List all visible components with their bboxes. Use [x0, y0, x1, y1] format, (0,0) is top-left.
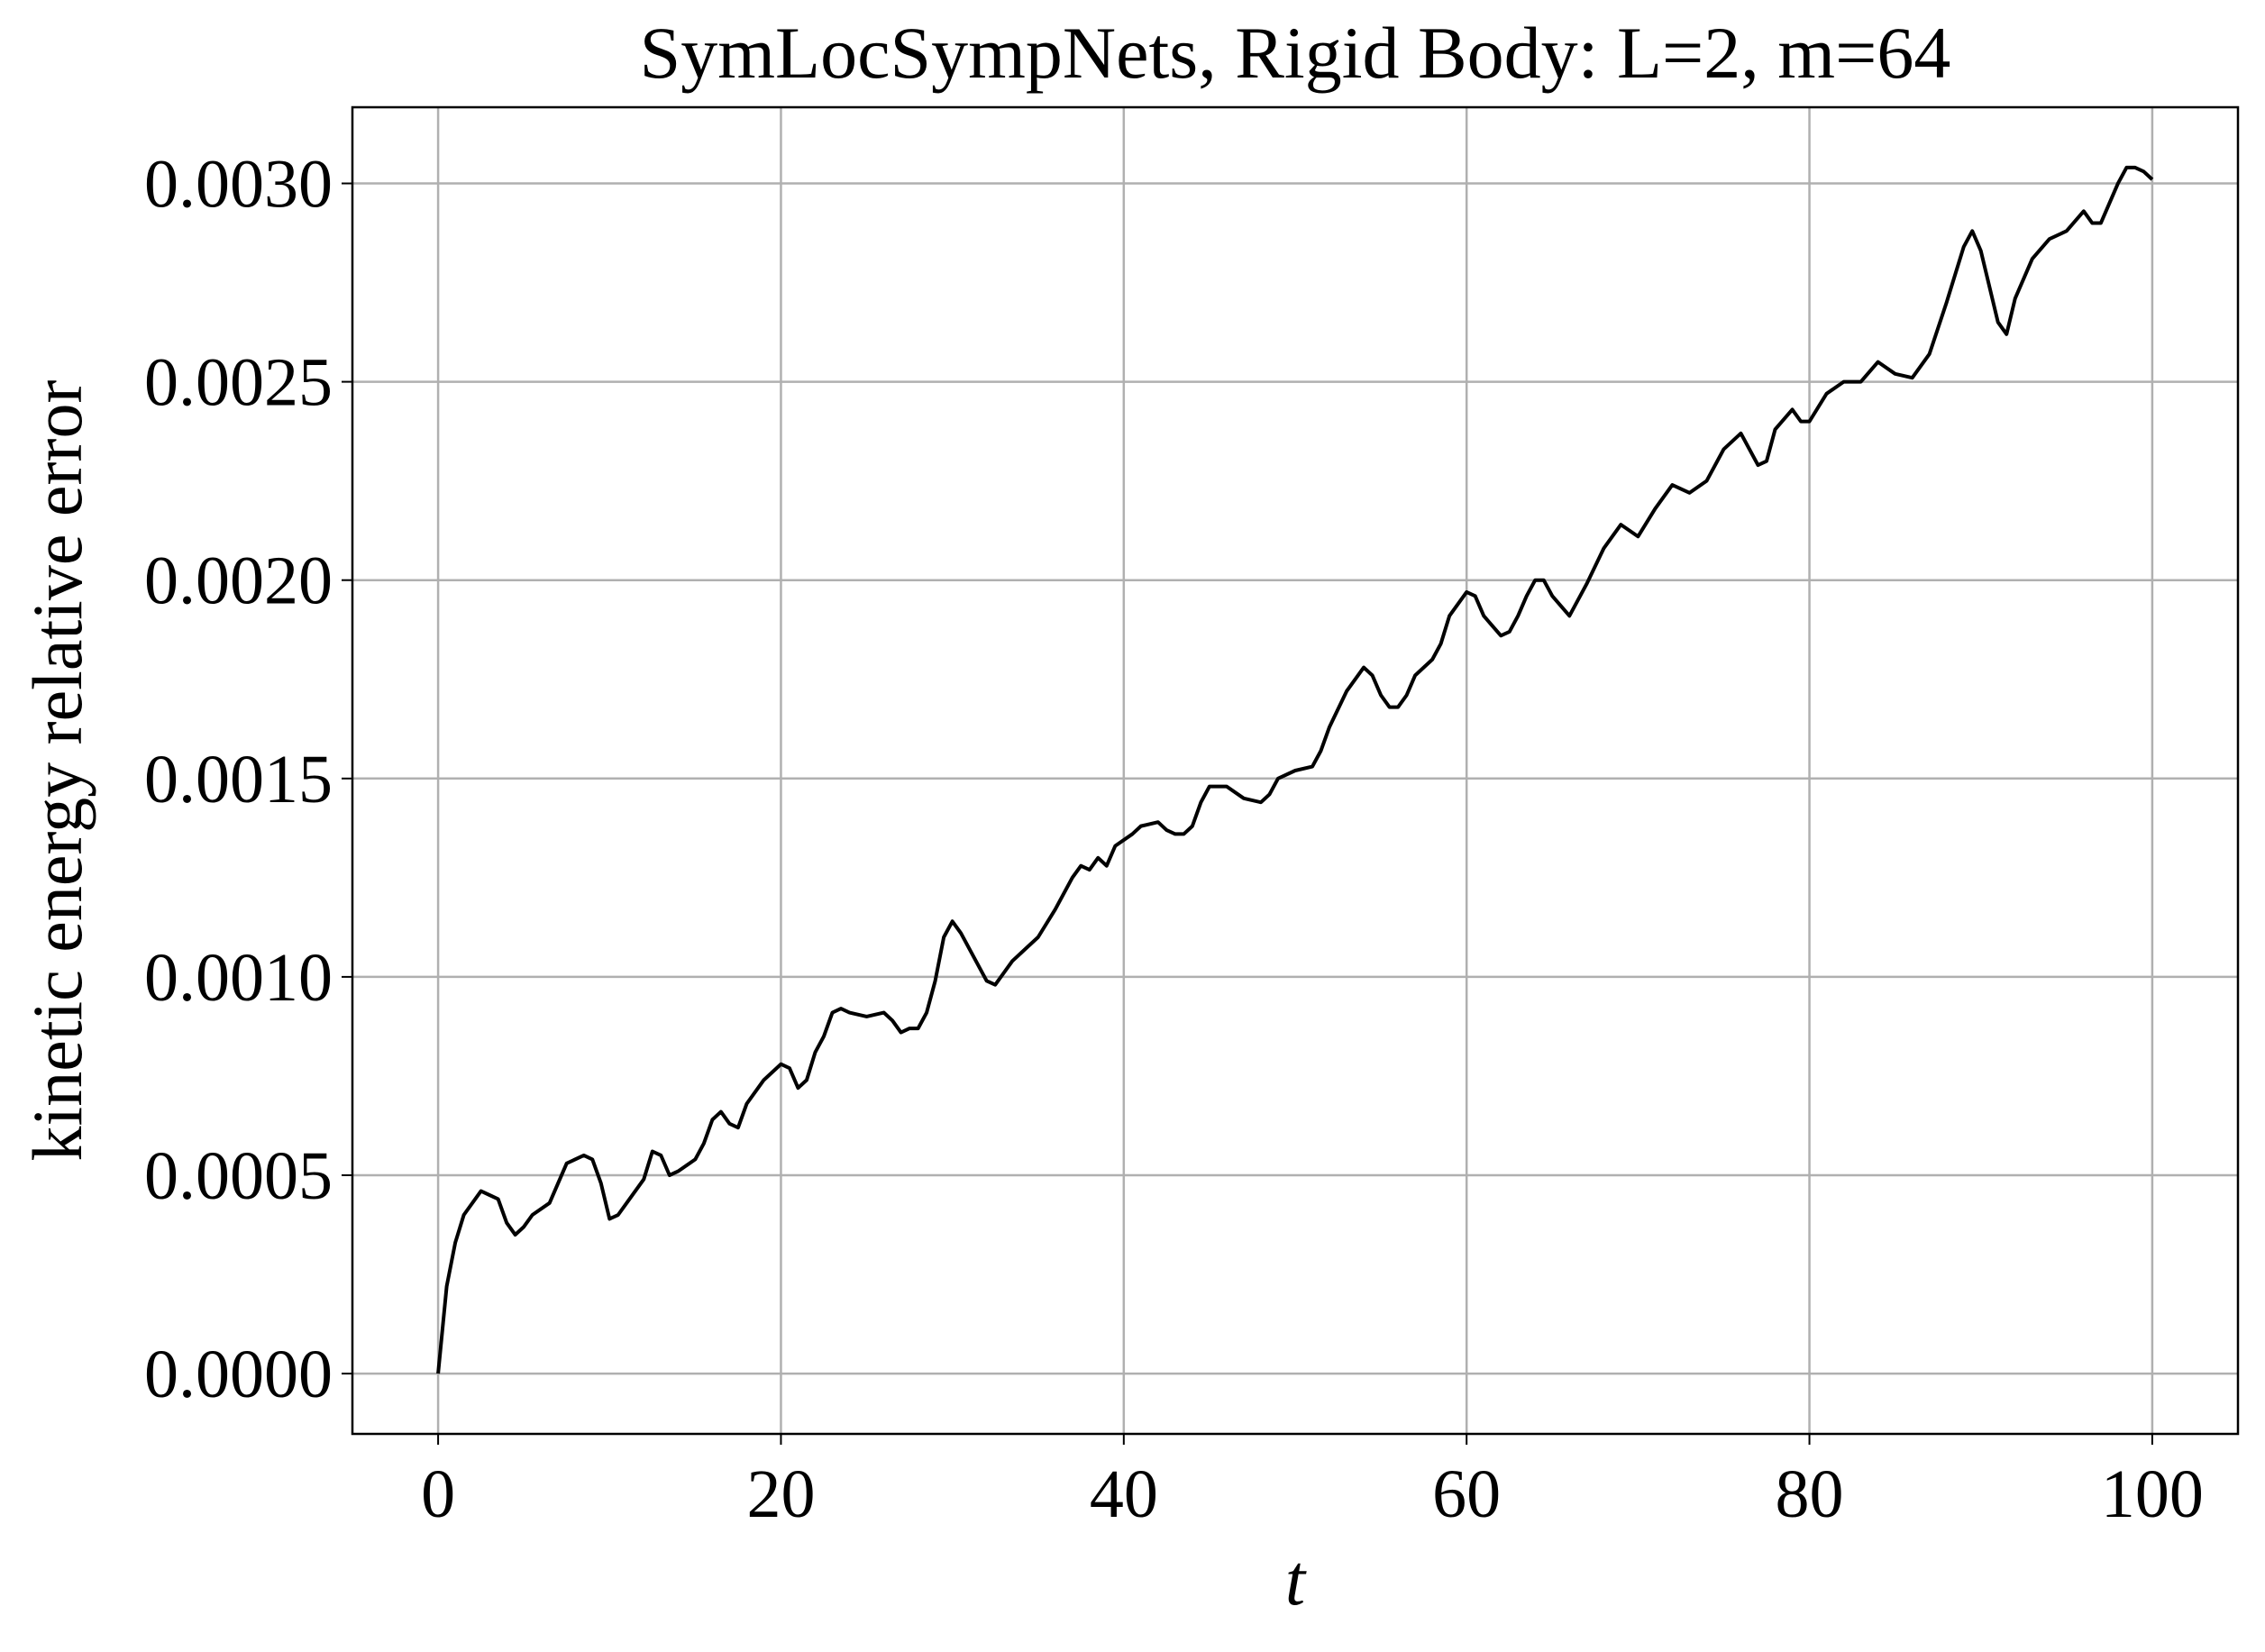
y-axis-label: kinetic energy relative error: [18, 380, 96, 1162]
chart-title: SymLocSympNets, Rigid Body: L=2, m=64: [640, 12, 1951, 94]
x-tick-label: 20: [746, 1456, 815, 1532]
x-tick-label: 0: [421, 1456, 455, 1532]
x-tick-label: 60: [1432, 1456, 1501, 1532]
x-axis-label: t: [1285, 1541, 1307, 1620]
y-tick-label: 0.0030: [144, 147, 333, 223]
y-tick-label: 0.0020: [144, 543, 333, 619]
plot-frame: [351, 105, 2240, 1436]
data-line: [436, 165, 2154, 1374]
y-tick-label: 0.0010: [144, 940, 333, 1016]
x-tick-label: 100: [2101, 1456, 2204, 1532]
y-tick-label: 0.0005: [144, 1138, 333, 1214]
x-tick-label: 40: [1090, 1456, 1158, 1532]
x-tick-label: 80: [1776, 1456, 1844, 1532]
y-tick-label: 0.0000: [144, 1337, 333, 1412]
y-tick-label: 0.0015: [144, 742, 333, 817]
y-tick-label: 0.0025: [144, 345, 333, 421]
